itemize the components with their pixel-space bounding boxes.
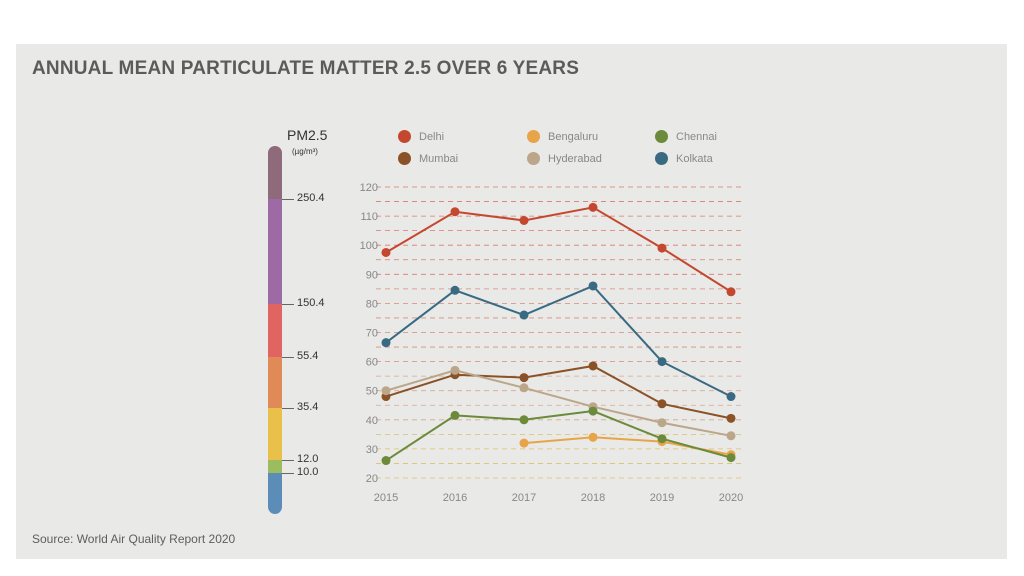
scale-label-10: 10.0 (297, 466, 319, 478)
legend-swatch (398, 152, 411, 165)
data-point (450, 365, 460, 375)
scale-band-very-unhealthy (268, 199, 282, 304)
y-tick-label: 80 (366, 298, 378, 310)
legend-item-bengaluru: Bengaluru (527, 130, 598, 143)
chart-title: ANNUAL MEAN PARTICULATE MATTER 2.5 OVER … (32, 58, 580, 79)
y-tick-label: 50 (366, 386, 378, 398)
legend-label: Bengaluru (548, 130, 599, 143)
x-tick-label: 2019 (650, 492, 674, 504)
series-line (385, 206, 732, 293)
series-line (523, 436, 732, 456)
scale-label-150: 150.4 (297, 297, 325, 309)
scale-band-unhealthy (268, 304, 282, 357)
scale-band-unhealthy-sensitive (268, 357, 282, 408)
scale-title: PM2.5 (287, 127, 328, 143)
legend-swatch (655, 130, 668, 143)
scale-label-250: 250.4 (297, 192, 325, 204)
legend-item-kolkata: Kolkata (655, 152, 713, 165)
data-point (381, 338, 391, 348)
scale-band-moderate (268, 408, 282, 460)
data-point (726, 413, 736, 423)
legend-item-hyderabad: Hyderabad (527, 152, 602, 165)
data-point (519, 383, 529, 393)
scale-tick (282, 473, 294, 474)
series-line (385, 284, 732, 398)
series-line (385, 369, 732, 437)
x-tick-label: 2015 (374, 492, 398, 504)
legend-item-chennai: Chennai (655, 130, 717, 143)
data-point (381, 247, 391, 257)
y-tick-label: 40 (366, 415, 378, 427)
data-point (519, 373, 529, 383)
scale-band-good (268, 473, 282, 514)
y-tick-label: 20 (366, 473, 378, 485)
data-point (519, 310, 529, 320)
data-point (588, 202, 598, 212)
x-tick-label: 2018 (581, 492, 605, 504)
series-line (385, 410, 732, 462)
data-point (657, 418, 667, 428)
legend-swatch (655, 152, 668, 165)
x-tick-label: 2016 (443, 492, 467, 504)
y-tick-label: 90 (366, 269, 378, 281)
legend-item-mumbai: Mumbai (398, 152, 458, 165)
data-point (519, 215, 529, 225)
data-point (657, 357, 667, 367)
scale-label-12: 12.0 (297, 453, 319, 465)
legend-label: Kolkata (676, 152, 713, 165)
y-tick-label: 30 (366, 444, 378, 456)
data-point (657, 434, 667, 444)
scale-unit: (µg/m³) (292, 147, 318, 156)
legend-label: Mumbai (419, 152, 459, 165)
data-point (381, 386, 391, 396)
y-tick-label: 120 (360, 182, 378, 194)
data-point (726, 431, 736, 441)
scale-tick (282, 199, 294, 200)
legend-swatch (527, 130, 540, 143)
legend-item-delhi: Delhi (398, 130, 444, 143)
source-note: Source: World Air Quality Report 2020 (32, 532, 236, 546)
data-point (657, 243, 667, 253)
y-tick-label: 60 (366, 357, 378, 369)
scale-tick (282, 408, 294, 409)
data-point (588, 432, 598, 442)
data-point (726, 287, 736, 297)
data-point (588, 361, 598, 371)
legend-label: Hyderabad (548, 152, 602, 165)
scale-tick (282, 357, 294, 358)
x-tick-label: 2017 (512, 492, 536, 504)
data-point (726, 392, 736, 402)
series-line (385, 364, 732, 420)
data-point (519, 438, 529, 448)
chart-panel (16, 44, 1007, 559)
scale-band-good-high (268, 460, 282, 473)
data-point (588, 406, 598, 416)
legend-label: Delhi (419, 130, 445, 143)
data-point (450, 285, 460, 295)
legend-label: Chennai (676, 130, 717, 143)
legend-swatch (398, 130, 411, 143)
y-tick-label: 70 (366, 328, 378, 340)
legend-swatch (527, 152, 540, 165)
y-tick-label: 100 (360, 240, 378, 252)
data-point (381, 456, 391, 466)
data-point (726, 453, 736, 463)
scale-label-55: 55.4 (297, 350, 319, 362)
scale-tick (282, 304, 294, 305)
data-point (588, 281, 598, 291)
scale-label-35: 35.4 (297, 401, 319, 413)
x-tick-label: 2020 (719, 492, 743, 504)
data-point (519, 415, 529, 425)
data-point (657, 399, 667, 409)
data-point (450, 207, 460, 217)
y-tick-label: 110 (360, 211, 378, 223)
data-point (450, 410, 460, 420)
scale-band-hazardous (268, 146, 282, 199)
scale-tick (282, 460, 294, 461)
